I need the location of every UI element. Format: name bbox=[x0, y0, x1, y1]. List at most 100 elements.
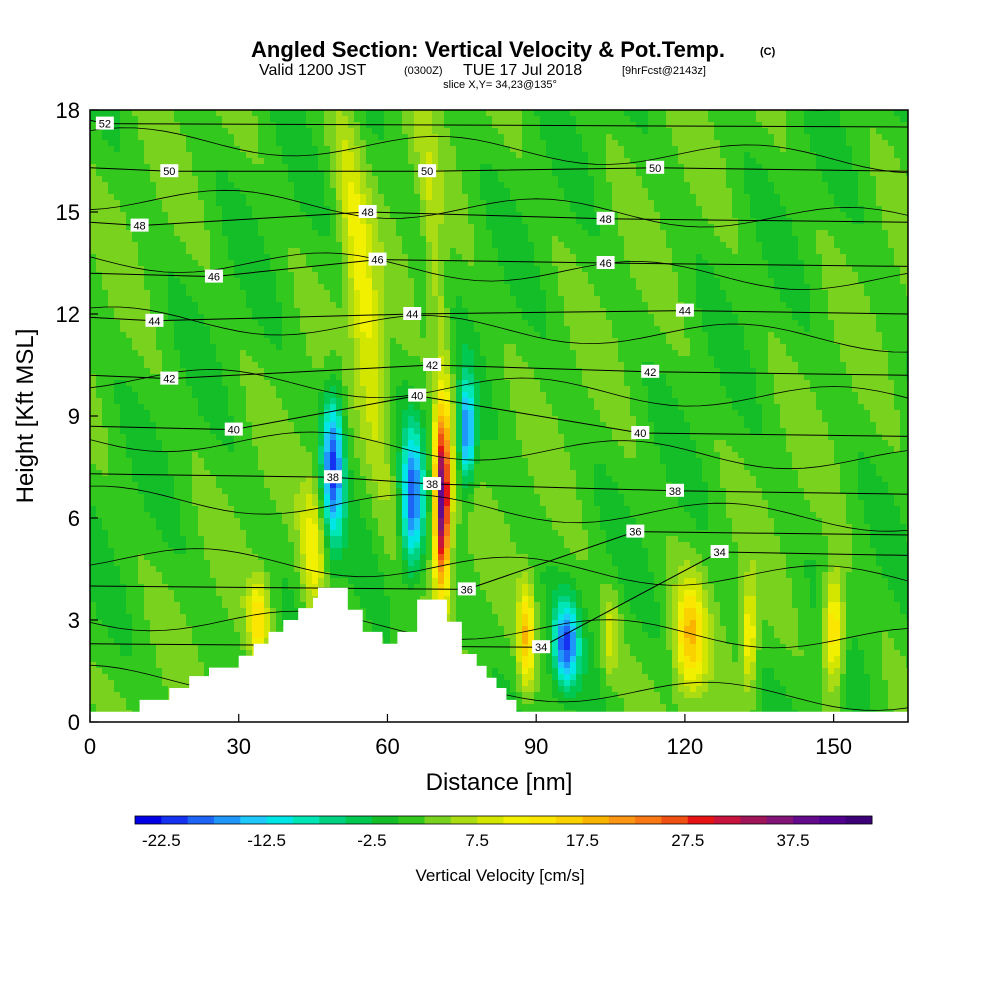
terrain-mask bbox=[90, 587, 908, 722]
colorbar-swatch bbox=[608, 816, 636, 824]
colorbar-swatch bbox=[371, 816, 399, 824]
valid-date: TUE 17 Jul 2018 bbox=[463, 62, 582, 79]
x-axis-label: Distance [nm] bbox=[426, 769, 573, 796]
chart-title: Angled Section: Vertical Velocity & Pot.… bbox=[251, 37, 725, 62]
valid-line: Valid 1200 JST (0300Z) TUE 17 Jul 2018 [… bbox=[259, 62, 706, 79]
y-axis: 0 3 6 9 12 15 18 bbox=[56, 98, 98, 735]
contour-label: 50 bbox=[418, 164, 437, 178]
x-tick-label: 150 bbox=[815, 734, 852, 759]
slice-info: slice X,Y= 34,23@135° bbox=[443, 79, 557, 91]
y-tick-label: 9 bbox=[68, 404, 80, 429]
colorbar-swatch bbox=[477, 816, 504, 824]
y-tick-label: 3 bbox=[68, 608, 80, 633]
colorbar-tick-label: -22.5 bbox=[142, 831, 181, 850]
contour-label: 40 bbox=[224, 422, 243, 437]
colorbar-swatch bbox=[714, 816, 741, 824]
y-tick-label: 6 bbox=[68, 506, 80, 531]
contour-label: 36 bbox=[626, 524, 645, 539]
colorbar-swatch bbox=[661, 816, 689, 824]
colorbar-swatch bbox=[213, 816, 241, 824]
theta-contour-line bbox=[90, 548, 908, 586]
contour-label: 46 bbox=[596, 256, 615, 270]
theta-contour-line bbox=[90, 531, 908, 590]
contour-label: 38 bbox=[423, 477, 442, 491]
theta-contour-line bbox=[90, 127, 908, 174]
contour-label: 52 bbox=[95, 116, 114, 131]
contour-label: 44 bbox=[145, 313, 164, 328]
colorbar-tick-label: -12.5 bbox=[247, 831, 286, 850]
theta-contour-line bbox=[90, 252, 908, 291]
colorbar-tick-label: -2.5 bbox=[357, 831, 386, 850]
theta-contour-line bbox=[90, 610, 908, 649]
contour-label: 40 bbox=[408, 388, 427, 403]
theta-contour-line bbox=[90, 485, 908, 532]
contour-label: 40 bbox=[631, 426, 650, 440]
colorbar-swatch bbox=[845, 816, 873, 824]
contour-label: 46 bbox=[368, 252, 387, 267]
theta-contour-line bbox=[90, 189, 908, 228]
colorbar-swatch bbox=[187, 816, 215, 824]
contour-label: 34 bbox=[532, 640, 551, 654]
colorbar-swatch bbox=[424, 816, 452, 824]
x-tick-label: 60 bbox=[375, 734, 399, 759]
y-tick-label: 18 bbox=[56, 98, 80, 123]
contour-label: 48 bbox=[130, 218, 149, 233]
contour-label: 38 bbox=[323, 470, 342, 484]
contour-label: 42 bbox=[641, 364, 660, 379]
contour-label: 48 bbox=[596, 211, 615, 226]
colorbar-tick-label: 27.5 bbox=[671, 831, 704, 850]
y-axis-label: Height [Kft MSL] bbox=[12, 329, 39, 504]
x-tick-label: 0 bbox=[84, 734, 96, 759]
y-tick-label: 15 bbox=[56, 200, 80, 225]
theta-contour-line bbox=[90, 431, 908, 470]
colorbar-swatch bbox=[135, 816, 162, 824]
contour-label: 34 bbox=[710, 545, 729, 559]
colorbar-swatch bbox=[319, 816, 346, 824]
contour-label: 42 bbox=[423, 358, 442, 372]
valid-run: [9hrFcst@2143z] bbox=[622, 65, 706, 77]
contour-label: 50 bbox=[160, 164, 179, 178]
x-axis: 0 30 60 90 120 150 bbox=[84, 714, 852, 759]
colorbar-tick-label: 37.5 bbox=[776, 831, 809, 850]
valid-utc: (0300Z) bbox=[404, 65, 443, 77]
colorbar-swatch bbox=[687, 816, 715, 824]
colorbar-swatch bbox=[793, 816, 820, 824]
colorbar-swatch bbox=[582, 816, 610, 824]
colorbar-title: Vertical Velocity [cm/s] bbox=[415, 866, 584, 885]
velocity-field bbox=[90, 110, 908, 722]
colorbar-swatch bbox=[740, 816, 768, 824]
contour-label: 36 bbox=[457, 582, 476, 596]
theta-contour-line bbox=[90, 368, 908, 407]
colorbar-tick-label: 17.5 bbox=[566, 831, 599, 850]
colorbar-swatch bbox=[766, 816, 794, 824]
y-tick-label: 12 bbox=[56, 302, 80, 327]
colorbar-swatch bbox=[450, 816, 478, 824]
colorbar-swatch bbox=[503, 816, 531, 824]
valid-prefix: Valid 1200 JST bbox=[259, 62, 367, 79]
colorbar-tick-label: 7.5 bbox=[465, 831, 489, 850]
colorbar: -22.5 -12.5 -2.5 7.5 17.5 27.5 37.5 bbox=[134, 815, 873, 850]
colorbar-swatch bbox=[161, 816, 189, 824]
contour-label: 48 bbox=[358, 205, 377, 219]
colorbar-swatch bbox=[635, 816, 662, 824]
x-tick-label: 120 bbox=[667, 734, 704, 759]
colorbar-swatch bbox=[819, 816, 847, 824]
contour-labels: 34 34 36 36 38 38 38 40 40 40 42 42 42 44 44 44 46 46 46 48… bbox=[95, 116, 729, 654]
contour-label: 44 bbox=[675, 303, 694, 318]
theta-contour-line bbox=[90, 306, 908, 353]
colorbar-swatch bbox=[345, 816, 373, 824]
y-tick-label: 0 bbox=[68, 710, 80, 735]
contour-label: 42 bbox=[160, 371, 179, 386]
colorbar-swatch bbox=[398, 816, 425, 824]
contour-label: 50 bbox=[646, 160, 665, 175]
x-tick-label: 30 bbox=[226, 734, 250, 759]
contour-label: 46 bbox=[204, 269, 223, 284]
colorbar-swatch bbox=[556, 816, 583, 824]
colorbar-swatch bbox=[292, 816, 320, 824]
colorbar-swatch bbox=[529, 816, 557, 824]
contour-label: 38 bbox=[665, 483, 684, 498]
chart-title-tag: (C) bbox=[760, 46, 776, 58]
contour-label: 44 bbox=[403, 307, 422, 321]
colorbar-swatch bbox=[266, 816, 294, 824]
